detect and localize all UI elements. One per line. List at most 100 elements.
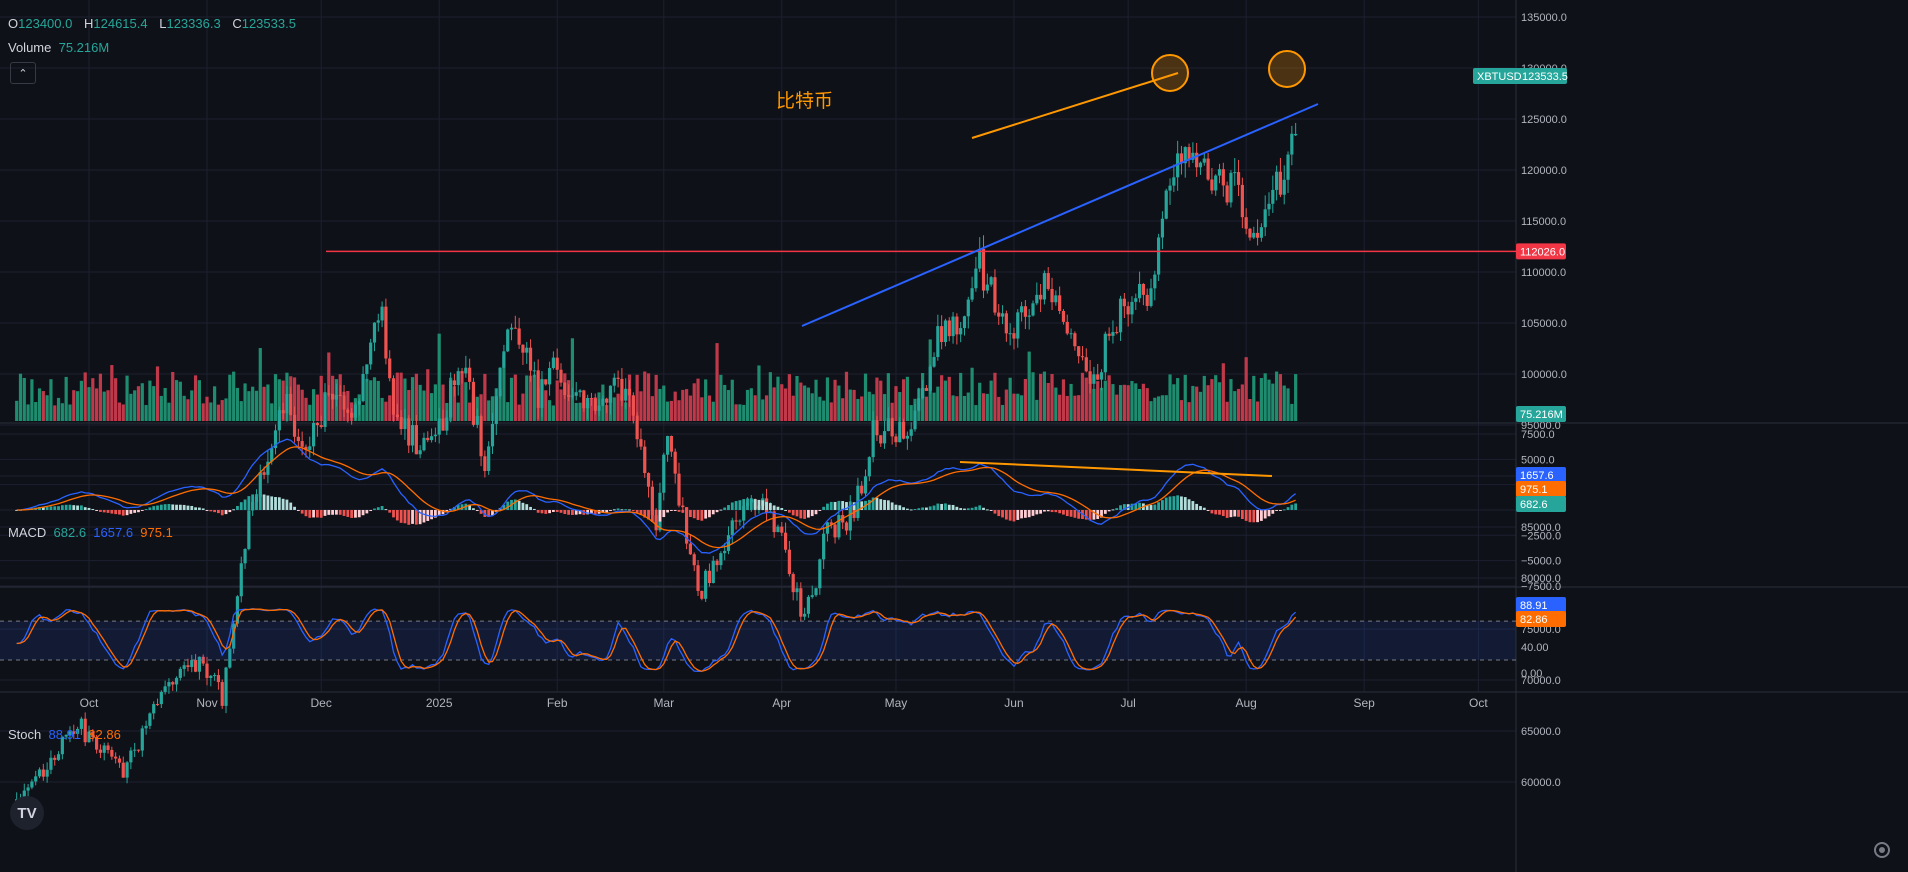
macd-histogram-bar xyxy=(814,509,818,515)
candle-body xyxy=(844,522,849,531)
macd-histogram-bar xyxy=(689,509,692,518)
macd-axis-label: −5000.0 xyxy=(1521,556,1561,568)
candle-body xyxy=(1069,333,1073,335)
macd-histogram-bar xyxy=(776,506,780,510)
candle-body xyxy=(159,691,163,705)
candle-body xyxy=(1255,232,1260,238)
candle-body xyxy=(258,472,262,497)
macd-histogram-bar xyxy=(879,499,883,510)
candle-body xyxy=(460,371,464,374)
macd-hist-tag-bg xyxy=(1516,496,1566,512)
candle-body xyxy=(936,326,940,357)
candle-body xyxy=(1164,190,1168,219)
volume-bar xyxy=(319,375,323,421)
candle-body xyxy=(525,347,529,353)
macd-histogram-bar xyxy=(357,509,361,518)
tradingview-logo-icon[interactable]: TV xyxy=(10,796,44,830)
macd-histogram-bar xyxy=(536,509,540,513)
macd-histogram-bar xyxy=(346,509,350,517)
volume-bar xyxy=(555,380,559,421)
macd-histogram-bar xyxy=(45,507,49,510)
macd-histogram-bar xyxy=(331,509,335,515)
volume-bar xyxy=(26,404,30,421)
macd-histogram-bar xyxy=(296,509,300,511)
macd-histogram-bar xyxy=(1062,509,1065,515)
volume-bar xyxy=(60,403,64,421)
volume-bar xyxy=(1282,385,1286,421)
volume-bar xyxy=(228,374,232,421)
volume-bar xyxy=(365,378,369,421)
candle-body xyxy=(882,431,887,444)
macd-histogram-bar xyxy=(68,504,72,510)
macd-histogram-bar xyxy=(354,509,357,518)
macd-histogram-bar xyxy=(1012,509,1016,522)
macd-histogram-bar xyxy=(99,509,102,512)
macd-histogram-bar xyxy=(567,509,571,515)
candle-body xyxy=(464,367,468,374)
candle-body xyxy=(1187,147,1191,160)
candle-body xyxy=(1134,298,1138,302)
candle-body xyxy=(924,388,929,391)
macd-histogram-bar xyxy=(1237,509,1240,517)
volume-bar xyxy=(1111,384,1115,421)
macd-histogram-bar xyxy=(38,506,41,510)
volume-bar xyxy=(1145,388,1149,421)
macd-histogram-bar xyxy=(905,508,909,510)
candle-body xyxy=(742,506,746,521)
volume-bar xyxy=(1183,374,1187,421)
volume-bar xyxy=(993,372,997,421)
candle-body xyxy=(517,328,521,345)
close-label: C xyxy=(232,16,242,31)
candle-body xyxy=(471,381,476,425)
macd-histogram-bar xyxy=(1054,509,1058,513)
macd-histogram-bar xyxy=(1161,500,1164,510)
volume-bar xyxy=(45,395,49,421)
volume-bar xyxy=(1240,384,1244,421)
candle-body xyxy=(216,675,221,683)
volume-bar xyxy=(1016,393,1020,421)
volume-bar xyxy=(437,333,441,421)
volume-bar xyxy=(822,400,826,421)
macd-histogram-bar xyxy=(350,509,354,518)
volume-bar xyxy=(18,373,23,421)
volume-axis-tag: 75.216M xyxy=(1520,409,1563,421)
candle-body xyxy=(1145,294,1149,306)
candle-body xyxy=(1141,283,1145,295)
volume-bar xyxy=(1092,388,1096,421)
candle-body xyxy=(1252,232,1256,238)
candle-body xyxy=(704,570,708,599)
candle-body xyxy=(1271,189,1275,204)
macd-hist-tag: 682.6 xyxy=(1520,499,1548,511)
volume-bar xyxy=(1042,371,1047,421)
candle-body xyxy=(449,380,453,418)
volume-bar xyxy=(369,380,373,421)
volume-bar xyxy=(262,386,266,421)
time-axis-label: Mar xyxy=(653,696,674,710)
volume-bar xyxy=(704,379,708,421)
collapse-legend-button[interactable]: ⌃ xyxy=(10,62,36,84)
gear-icon[interactable] xyxy=(1874,842,1890,858)
candle-body xyxy=(391,378,396,415)
macd-histogram-bar xyxy=(487,509,491,518)
macd-histogram-bar xyxy=(944,503,947,510)
macd-histogram-bar xyxy=(1073,509,1077,518)
volume-bar xyxy=(1176,378,1180,421)
macd-histogram-bar xyxy=(917,508,921,510)
volume-bar xyxy=(551,405,555,421)
volume-bar xyxy=(692,383,696,421)
volume-bar xyxy=(711,401,715,421)
macd-histogram-bar xyxy=(121,509,125,516)
macd-histogram-bar xyxy=(1020,509,1023,519)
macd-histogram-bar xyxy=(768,503,772,510)
volume-bar xyxy=(985,393,989,421)
volume-bar xyxy=(715,343,719,421)
candle-body xyxy=(1031,303,1035,316)
macd-histogram-bar xyxy=(83,507,87,510)
volume-bar xyxy=(1073,395,1077,421)
candle-body xyxy=(890,418,894,437)
candle-body xyxy=(1077,346,1081,357)
candle-body xyxy=(1210,179,1214,191)
macd-histogram-bar xyxy=(951,504,955,510)
